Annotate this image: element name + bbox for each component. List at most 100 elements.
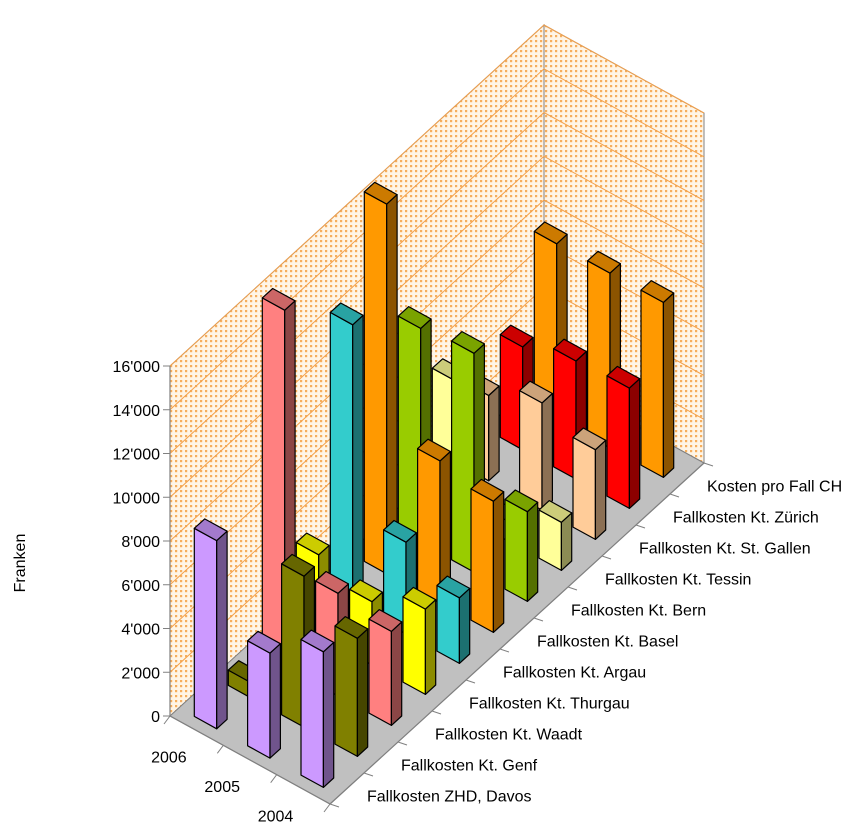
- gridline: [169, 24, 705, 367]
- bar-top: [281, 553, 315, 577]
- bar-top: [606, 365, 641, 389]
- bar-front: [417, 448, 441, 604]
- z-tick-mark: [465, 679, 476, 684]
- bar-top: [402, 586, 437, 610]
- z-tick-mark: [499, 648, 510, 653]
- bar-front: [504, 498, 529, 603]
- bar-top: [300, 629, 335, 653]
- category-label: Fallkosten Kt. Zürich: [673, 510, 819, 527]
- bar-front: [402, 596, 426, 696]
- bar-side: [216, 530, 228, 730]
- bar-front: [193, 527, 218, 730]
- bar-top: [451, 331, 485, 354]
- bar-front: [247, 640, 271, 759]
- bar-front: [572, 436, 597, 541]
- bar-2004-0: [300, 629, 335, 789]
- y-tick-label: 6'000: [121, 578, 160, 595]
- bar-side: [628, 378, 641, 509]
- bar-front: [640, 289, 665, 478]
- bar-2006-4: [329, 302, 364, 606]
- x-tick-label: 2006: [151, 750, 187, 767]
- z-tick-mark: [533, 617, 544, 622]
- y-tick-label: 0: [151, 709, 160, 726]
- z-tick-mark: [431, 710, 442, 715]
- bar-2006-0: [193, 518, 228, 730]
- bar-side: [458, 587, 471, 665]
- category-label: Fallkosten Kt. Argau: [503, 665, 646, 682]
- bar-top: [552, 338, 588, 362]
- x-tick-mark: [163, 715, 171, 725]
- bar-top: [334, 615, 369, 639]
- y-tick-label: 8'000: [121, 534, 160, 551]
- bar-front: [368, 618, 392, 727]
- bar-side: [488, 385, 500, 482]
- bar-2004-2: [368, 608, 403, 727]
- bar-side: [390, 621, 403, 727]
- bar-top: [417, 438, 451, 462]
- bar-2004-4: [436, 575, 471, 665]
- bar-top: [329, 302, 364, 326]
- bar-2006-2: [261, 287, 296, 668]
- bar-top: [315, 570, 349, 594]
- bar-top: [499, 324, 534, 348]
- bar-front: [606, 375, 631, 509]
- x-tick-label: 2004: [258, 808, 294, 825]
- bar-top: [518, 380, 554, 404]
- category-label: Fallkosten Kt. Thurgau: [469, 696, 630, 713]
- bar-2005-5: [417, 438, 451, 604]
- bar-2004-5: [470, 478, 505, 634]
- bar-2004-6: [504, 489, 539, 603]
- bar-top: [295, 532, 330, 556]
- z-tick-mark: [635, 524, 646, 529]
- bar-front: [436, 584, 460, 665]
- bar-top: [383, 519, 417, 543]
- x-axis-year-labels: 2006 2005 2004: [151, 715, 331, 825]
- x-axis-line: [169, 715, 331, 805]
- y-axis-title: Franken: [12, 534, 29, 593]
- bar-front: [329, 311, 354, 606]
- bar-top: [470, 478, 505, 502]
- z-tick-mark: [703, 462, 714, 467]
- z-tick-mark: [329, 803, 340, 808]
- bar-front: [470, 488, 494, 634]
- bar-top: [349, 579, 383, 603]
- bar-top: [397, 306, 432, 329]
- bar-2004-7: [538, 500, 573, 572]
- y-tick-label: 12'000: [112, 447, 160, 464]
- bar-top: [504, 489, 539, 513]
- x-tick-label: 2005: [204, 779, 240, 796]
- bar-top: [247, 630, 281, 654]
- bar-2006-5: [363, 181, 398, 575]
- category-label: Fallkosten Kt. Tessin: [605, 572, 751, 589]
- bar-side: [526, 501, 539, 603]
- category-label: Fallkosten Kt. Waadt: [435, 727, 583, 744]
- bar-2005-0: [247, 630, 281, 759]
- z-tick-mark: [567, 586, 578, 591]
- bar-top: [533, 221, 568, 245]
- bar-front: [518, 390, 543, 511]
- bar-side: [594, 439, 607, 541]
- z-tick-mark: [363, 772, 374, 777]
- bar-side: [424, 599, 437, 696]
- bar-side: [662, 292, 675, 478]
- z-tick-mark: [601, 555, 612, 560]
- bar-side: [386, 194, 398, 575]
- bar-top: [436, 575, 471, 599]
- bar-top: [261, 287, 296, 311]
- bar-front: [300, 638, 324, 789]
- bar-front: [363, 191, 388, 575]
- bar-top: [538, 500, 573, 523]
- y-tick-label: 4'000: [121, 622, 160, 639]
- x-tick-mark: [216, 745, 224, 754]
- y-tick-label: 16'000: [112, 359, 160, 376]
- x-tick-mark: [270, 774, 278, 783]
- y-axis-ticks: 0 2'000 4'000 6'000 8'000 10'000 12'000 14'000 1…: [112, 359, 170, 726]
- z-tick-mark: [397, 741, 408, 746]
- bar-2004-10: [640, 280, 675, 478]
- bar-2005-8: [518, 380, 554, 511]
- bar-2004-9: [606, 365, 641, 509]
- bar-side: [356, 628, 369, 758]
- category-label: Fallkosten Kt. Basel: [537, 634, 678, 651]
- bar-2004-3: [402, 586, 437, 696]
